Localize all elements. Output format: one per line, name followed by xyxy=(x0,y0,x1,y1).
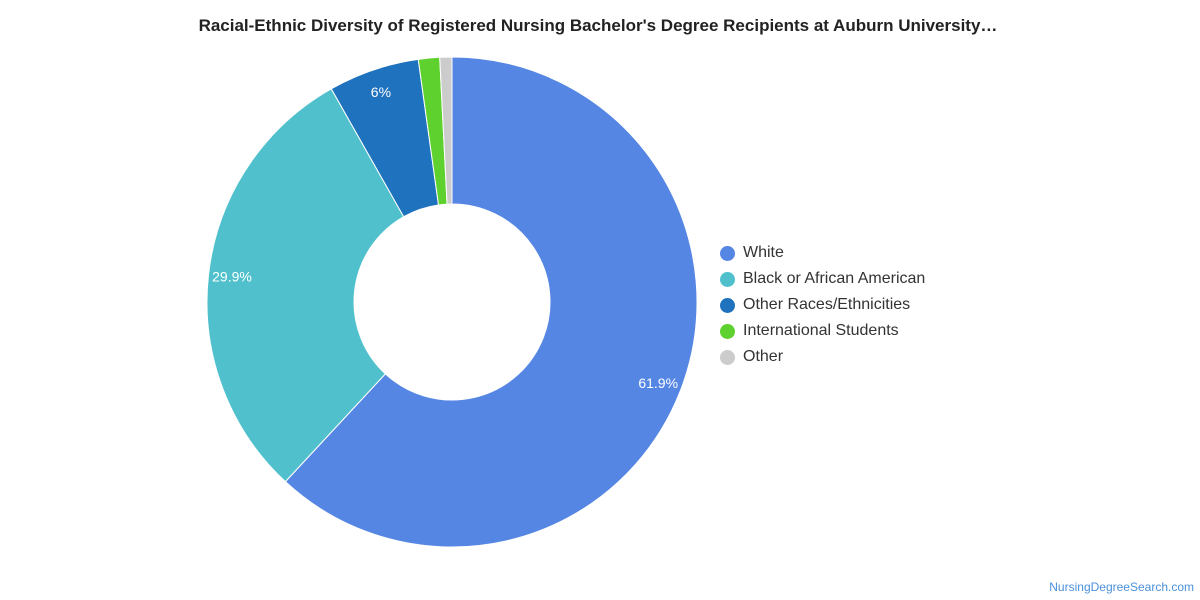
legend-item-other[interactable]: Other xyxy=(720,344,925,370)
legend: White Black or African American Other Race… xyxy=(720,240,925,370)
legend-label: White xyxy=(743,244,784,261)
slice-white[interactable] xyxy=(284,56,698,548)
data-label-black-or-african-american: 29.9% xyxy=(212,268,252,284)
legend-item-black-or-african-american[interactable]: Black or African American xyxy=(720,266,925,292)
legend-label: Other Races/Ethnicities xyxy=(743,296,911,313)
legend-label: International Students xyxy=(743,322,899,339)
data-label-white: 61.9% xyxy=(638,375,678,391)
legend-swatch xyxy=(720,349,735,365)
chart-title: Racial-Ethnic Diversity of Registered Nu… xyxy=(198,16,998,35)
source-link[interactable]: NursingDegreeSearch.com xyxy=(1049,580,1194,594)
legend-label: Black or African American xyxy=(743,270,926,287)
slice-black-or-african-american[interactable] xyxy=(206,88,405,483)
legend-item-other-races-ethnicities[interactable]: Other Races/Ethnicities xyxy=(720,292,925,318)
legend-label: Other xyxy=(743,348,784,365)
data-label-other-races-ethnicities: 6% xyxy=(371,84,391,100)
legend-swatch xyxy=(720,271,735,287)
legend-item-international-students[interactable]: International Students xyxy=(720,318,925,344)
legend-swatch xyxy=(720,297,735,313)
slice-other[interactable] xyxy=(439,56,453,205)
legend-swatch xyxy=(720,323,735,339)
legend-swatch xyxy=(720,245,735,261)
legend-item-white[interactable]: White xyxy=(720,240,925,266)
